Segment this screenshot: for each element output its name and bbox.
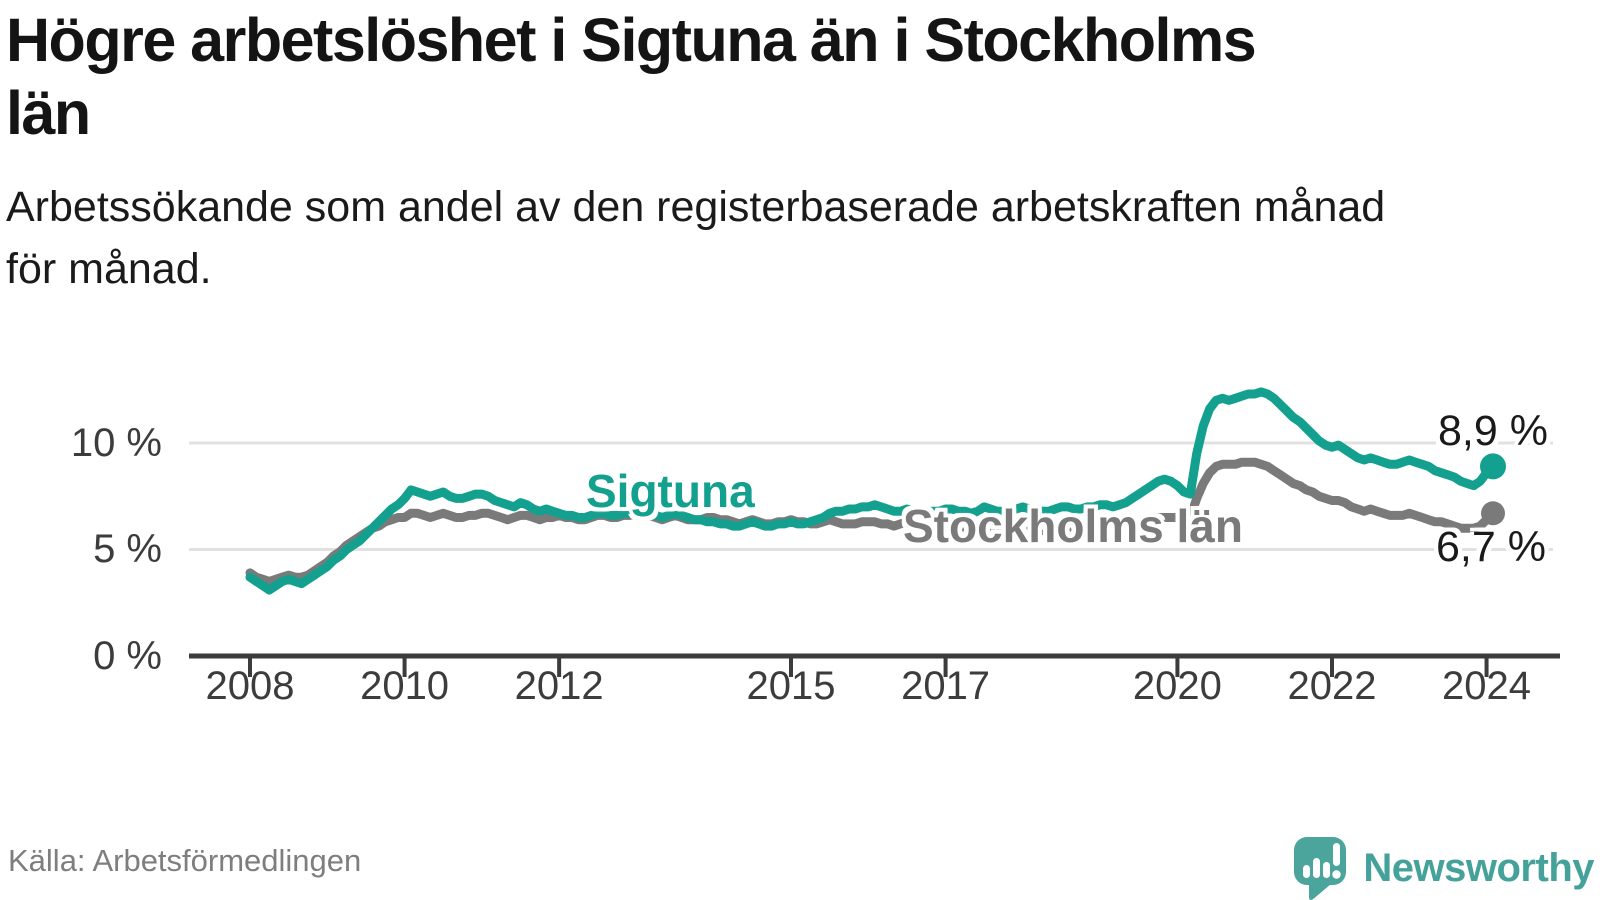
series-line-1 bbox=[245, 457, 1498, 586]
x-tick-label-2: 2012 bbox=[514, 664, 604, 708]
newsworthy-branding: Newsworthy bbox=[1294, 833, 1594, 900]
y-tick-label-0pct: 0 % bbox=[93, 634, 162, 678]
newsworthy-logo-icon bbox=[1294, 837, 1347, 900]
x-tick-label-7: 2024 bbox=[1442, 664, 1532, 708]
page-title-line1: Högre arbetslöshet i Sigtuna än i Stockh… bbox=[6, 6, 1257, 74]
y-tick-label-5pct: 5 % bbox=[93, 527, 162, 571]
end-value-label-sigtuna: 8,9 % bbox=[1438, 407, 1548, 455]
x-tick-label-3: 2015 bbox=[746, 664, 836, 708]
x-tick-label-5: 2020 bbox=[1132, 664, 1222, 708]
chart-subtitle: Arbetssökande som andel av den registerb… bbox=[6, 176, 1385, 300]
x-tick-label-1: 2010 bbox=[360, 664, 450, 708]
end-value-label-stockholms-lan: 6,7 % bbox=[1436, 523, 1546, 571]
series-line-0 bbox=[245, 387, 1498, 595]
series-end-dot-0 bbox=[1480, 453, 1506, 480]
x-axis-ticks bbox=[248, 658, 1489, 677]
x-tick-label-4: 2017 bbox=[901, 664, 991, 708]
x-tick-label-0: 2008 bbox=[205, 664, 295, 708]
source-credit: Källa: Arbetsförmedlingen bbox=[8, 843, 362, 878]
series-label-stockholms-lan: Stockholms län bbox=[903, 500, 1243, 552]
y-tick-label-10pct: 10 % bbox=[70, 421, 162, 465]
page-title: Högre arbetslöshet i Sigtuna än i Stockh… bbox=[6, 4, 1257, 150]
series-end-dot-1 bbox=[1481, 501, 1505, 526]
series-label-sigtuna: Sigtuna bbox=[586, 465, 755, 517]
newsworthy-logo-text: Newsworthy bbox=[1363, 845, 1594, 890]
chart-subtitle-line1: Arbetssökande som andel av den registerb… bbox=[6, 183, 1386, 231]
chart-subtitle-line2: för månad. bbox=[6, 245, 212, 293]
page-title-line2: län bbox=[6, 79, 91, 147]
x-tick-label-6: 2022 bbox=[1287, 664, 1377, 708]
